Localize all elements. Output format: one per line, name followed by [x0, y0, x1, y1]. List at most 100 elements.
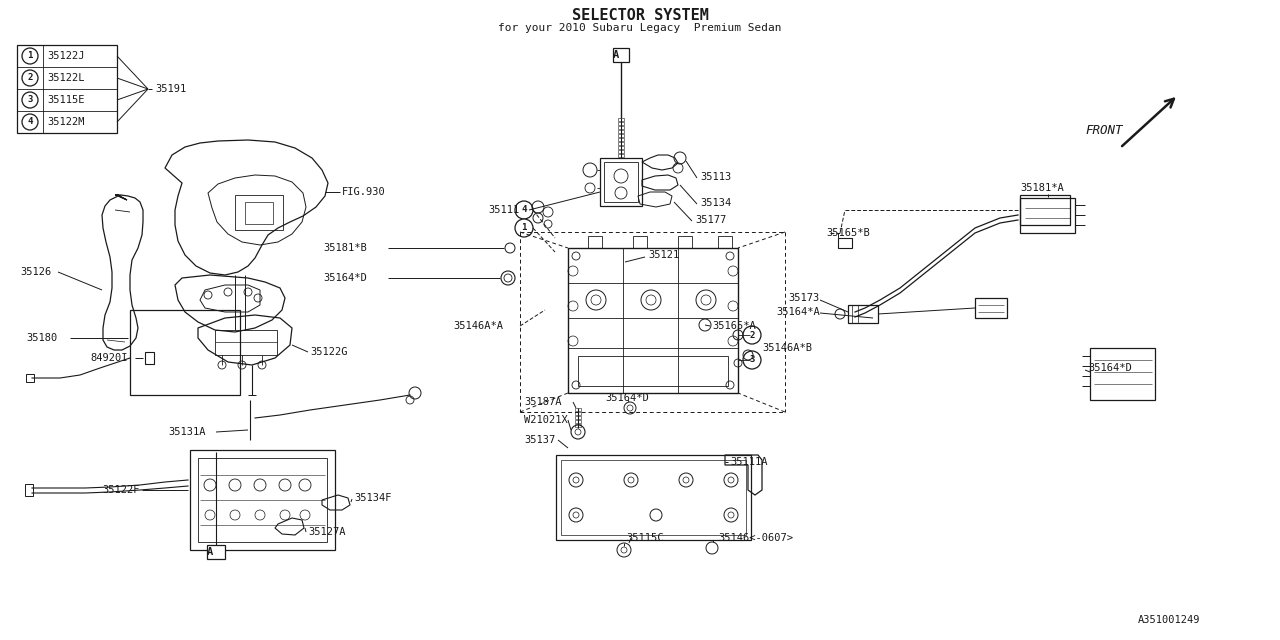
Bar	[207, 545, 225, 559]
Text: 35131A: 35131A	[168, 427, 206, 437]
Text: 4: 4	[521, 205, 526, 214]
Bar	[568, 248, 739, 393]
Bar	[561, 460, 746, 535]
Text: 1: 1	[27, 51, 33, 61]
Bar	[618, 118, 625, 121]
Bar	[556, 455, 751, 540]
Text: 2: 2	[749, 330, 755, 339]
Text: 35164*D: 35164*D	[323, 273, 367, 283]
Bar	[575, 424, 581, 427]
Text: 35127A: 35127A	[308, 527, 346, 537]
Text: A351001249: A351001249	[1138, 615, 1201, 625]
Bar	[613, 48, 628, 62]
Bar	[618, 142, 625, 145]
Bar	[145, 352, 154, 364]
Circle shape	[22, 114, 38, 130]
Text: for your 2010 Subaru Legacy  Premium Sedan: for your 2010 Subaru Legacy Premium Seda…	[498, 23, 782, 33]
Text: 35111: 35111	[488, 205, 520, 215]
Bar	[618, 122, 625, 125]
Text: 35134: 35134	[700, 198, 731, 208]
Text: 35164*A: 35164*A	[776, 307, 820, 317]
Circle shape	[22, 70, 38, 86]
Bar	[634, 236, 646, 248]
Text: 2: 2	[27, 74, 33, 83]
Bar	[575, 416, 581, 419]
Bar	[131, 310, 241, 395]
Text: 35126: 35126	[20, 267, 51, 277]
Bar	[975, 298, 1007, 318]
Bar	[618, 154, 625, 157]
Circle shape	[22, 48, 38, 64]
Text: 35111A: 35111A	[730, 457, 768, 467]
Bar	[618, 134, 625, 137]
Text: 35164*D: 35164*D	[1088, 363, 1132, 373]
Text: 35191: 35191	[155, 84, 187, 94]
Text: 35115E: 35115E	[47, 95, 84, 105]
Bar	[718, 236, 732, 248]
Text: 35122L: 35122L	[47, 73, 84, 83]
Bar	[244, 202, 273, 224]
Text: 35165*A: 35165*A	[712, 321, 755, 331]
Text: 35173: 35173	[788, 293, 820, 303]
Text: 35146<-0607>: 35146<-0607>	[718, 533, 794, 543]
Bar	[618, 130, 625, 133]
Bar	[1091, 348, 1155, 400]
Bar	[604, 162, 637, 202]
Text: W21021X: W21021X	[524, 415, 568, 425]
Text: 35121: 35121	[648, 250, 680, 260]
Bar	[588, 236, 602, 248]
Text: 3: 3	[749, 355, 755, 365]
Text: 35146A*B: 35146A*B	[762, 343, 812, 353]
Text: 35146A*A: 35146A*A	[453, 321, 503, 331]
Bar	[575, 420, 581, 423]
Bar	[198, 458, 326, 542]
Text: 35137: 35137	[524, 435, 556, 445]
Bar	[189, 450, 335, 550]
Text: FRONT: FRONT	[1085, 124, 1123, 136]
Text: 35164*D: 35164*D	[605, 393, 649, 403]
Text: 35122F: 35122F	[102, 485, 140, 495]
Circle shape	[515, 219, 532, 237]
Bar	[600, 158, 643, 206]
Bar	[579, 356, 728, 386]
Text: 35181*B: 35181*B	[323, 243, 367, 253]
Bar	[618, 138, 625, 141]
Bar	[1020, 198, 1075, 233]
Text: 35115C: 35115C	[626, 533, 663, 543]
Bar	[575, 408, 581, 411]
Circle shape	[515, 201, 532, 219]
Circle shape	[742, 351, 762, 369]
Bar	[618, 126, 625, 129]
Bar	[838, 238, 852, 248]
Text: A: A	[207, 547, 214, 557]
Text: 35181*A: 35181*A	[1020, 183, 1064, 193]
Text: 4: 4	[27, 118, 33, 127]
Bar	[26, 374, 35, 382]
Text: 35177: 35177	[695, 215, 726, 225]
Text: 35187A: 35187A	[524, 397, 562, 407]
Text: 35122G: 35122G	[310, 347, 347, 357]
Text: 35165*B: 35165*B	[826, 228, 869, 238]
Bar	[678, 236, 692, 248]
Text: 3: 3	[27, 95, 33, 104]
Bar	[17, 45, 116, 133]
Circle shape	[742, 326, 762, 344]
Text: SELECTOR SYSTEM: SELECTOR SYSTEM	[572, 8, 708, 22]
Text: A: A	[613, 50, 620, 60]
Text: 35122J: 35122J	[47, 51, 84, 61]
Text: 84920I: 84920I	[90, 353, 128, 363]
Text: 35134F: 35134F	[355, 493, 392, 503]
Bar	[236, 195, 283, 230]
Text: 1: 1	[521, 223, 526, 232]
Bar	[575, 412, 581, 415]
Bar	[1020, 195, 1070, 225]
Circle shape	[22, 92, 38, 108]
Bar	[849, 305, 878, 323]
Text: 35122M: 35122M	[47, 117, 84, 127]
Bar	[618, 146, 625, 149]
Bar	[215, 330, 276, 355]
Text: FIG.930: FIG.930	[342, 187, 385, 197]
Bar	[618, 150, 625, 153]
Text: 35180: 35180	[26, 333, 58, 343]
Bar	[26, 484, 33, 496]
